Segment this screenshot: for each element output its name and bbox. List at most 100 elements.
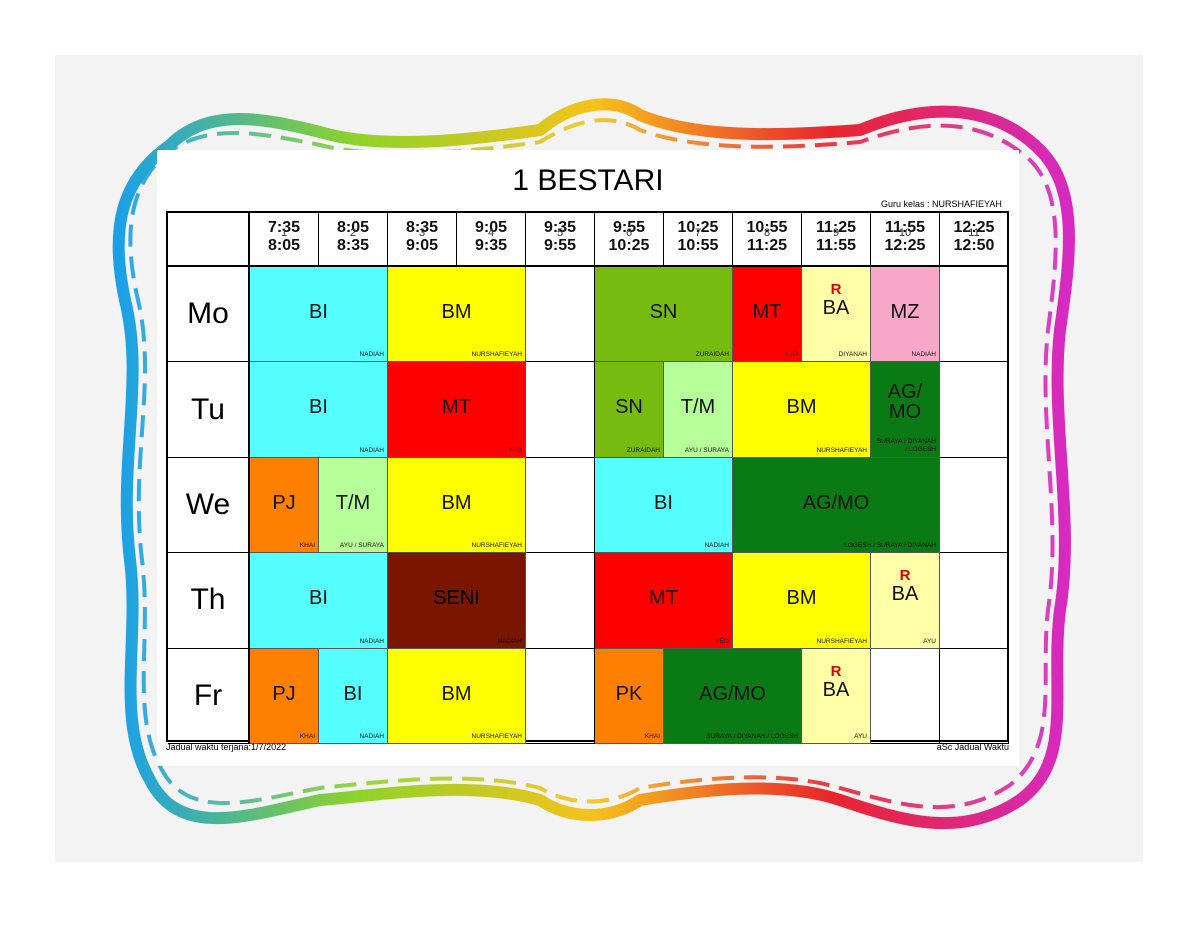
empty-slot: [526, 648, 595, 744]
period-start-time: 8:05: [336, 219, 370, 236]
period-header: 8:05 2 8:35: [319, 213, 388, 265]
lesson-subject: BM: [441, 491, 472, 514]
period-header: 7:35 1 8:05: [250, 213, 319, 265]
lesson-block[interactable]: R BA AYU: [871, 553, 940, 649]
period-header: 11:25 9 11:55: [802, 213, 871, 265]
period-number: 7: [694, 227, 702, 239]
lesson-block[interactable]: AG/ MO SURAYA / DIYANAH / LOGESH: [871, 362, 940, 458]
lesson-block[interactable]: T/M AYU / SURAYA: [319, 457, 388, 554]
lesson-block[interactable]: BM NURSHAFIEYAH: [733, 362, 871, 458]
lesson-block[interactable]: AG/MO SURAYA / DIYANAH / LOGESH: [664, 648, 802, 744]
lesson-subject: BA: [822, 297, 850, 319]
lesson-teacher: LOGESH / SURAYA / DIYANAH: [844, 542, 936, 550]
r-marker: R: [830, 662, 842, 680]
lesson-teacher: KHAI: [644, 732, 660, 740]
lesson-teacher: KHAI: [299, 732, 315, 740]
period-header: 9:05 4 9:35: [457, 213, 526, 265]
lesson-subject: BA: [822, 678, 850, 701]
lesson-subject: MT: [442, 396, 471, 419]
lesson-block[interactable]: T/M AYU / SURAYA: [664, 362, 733, 458]
lesson-subject: MT: [649, 587, 678, 610]
empty-slot: [940, 457, 1009, 554]
lesson-teacher: NADIAH: [704, 542, 729, 550]
period-header: 9:55 6 10:25: [595, 213, 664, 265]
empty-slot: [526, 362, 595, 458]
lesson-teacher: SURAYA / DIYANAH / LOGESH: [706, 732, 798, 740]
lesson-teacher: NADIAH: [359, 446, 384, 454]
period-end-time: 12:50: [953, 237, 995, 254]
lesson-block[interactable]: SENI NADIAH: [388, 553, 526, 649]
period-number: 6: [625, 227, 633, 239]
lesson-teacher: NADIAH: [911, 351, 936, 359]
period-end-time: 9:35: [474, 237, 508, 254]
empty-slot: [871, 648, 940, 744]
lesson-subject: T/M: [680, 396, 716, 419]
period-start-time: 9:05: [474, 219, 508, 236]
lesson-teacher: NADIAH: [359, 351, 384, 359]
generated-date: Jadual waktu terjana:1/7/2022: [166, 742, 287, 752]
period-number: 11: [968, 227, 980, 239]
lesson-block[interactable]: BM NURSHAFIEYAH: [733, 553, 871, 649]
lesson-block[interactable]: SN ZURAIDAH: [595, 267, 733, 363]
timetable-sheet: 1 BESTARI Guru kelas : NURSHAFIEYAH 7:35…: [157, 150, 1019, 766]
period-start-time: 9:55: [612, 219, 646, 236]
header-corner: [168, 213, 250, 265]
empty-slot: [940, 267, 1009, 363]
lesson-subject: AG/ MO: [887, 381, 923, 424]
empty-slot: [526, 457, 595, 554]
lesson-teacher: AYU: [854, 732, 867, 740]
period-end-time: 11:55: [815, 237, 857, 254]
lesson-block[interactable]: R BA DIYANAH: [802, 267, 871, 363]
period-start-time: 11:55: [884, 219, 926, 236]
empty-slot: [940, 553, 1009, 649]
lesson-block[interactable]: SN ZURAIDAH: [595, 362, 664, 458]
lesson-subject: MT: [752, 301, 782, 323]
lesson-block[interactable]: PJ KHAI: [250, 648, 319, 744]
lesson-subject: BI: [309, 587, 328, 610]
lesson-block[interactable]: BI NADIAH: [250, 267, 388, 363]
period-start-time: 10:55: [746, 219, 788, 236]
lesson-subject: SENI: [433, 587, 480, 610]
period-end-time: 10:25: [608, 237, 650, 254]
generator-credit: aSc Jadual Waktu: [936, 742, 1009, 752]
lesson-block[interactable]: BM NURSHAFIEYAH: [388, 648, 526, 744]
lesson-block[interactable]: BI NADIAH: [250, 362, 388, 458]
lesson-block[interactable]: R BA AYU: [802, 648, 871, 744]
lesson-block[interactable]: PJ KHAI: [250, 457, 319, 554]
period-header: 10:25 7 10:55: [664, 213, 733, 265]
period-number: 2: [349, 227, 357, 239]
lesson-block[interactable]: MZ NADIAH: [871, 267, 940, 363]
period-number: 3: [418, 227, 426, 239]
lesson-subject: AG/MO: [802, 491, 870, 514]
lesson-subject: BI: [309, 301, 328, 323]
lesson-subject: BM: [786, 587, 817, 610]
period-end-time: 10:55: [677, 237, 719, 254]
lesson-block[interactable]: MT YEO: [388, 362, 526, 458]
lesson-subject: BM: [441, 301, 472, 323]
lesson-block[interactable]: MT YEO: [733, 267, 802, 363]
lesson-block[interactable]: PK KHAI: [595, 648, 664, 744]
period-start-time: 9:35: [543, 219, 577, 236]
period-header: 11:55 10 12:25: [871, 213, 940, 265]
period-header: 9:35 5 9:55: [526, 213, 595, 265]
lesson-teacher: ZURAIDAH: [626, 446, 660, 454]
lesson-teacher: YEO: [715, 637, 729, 645]
lesson-teacher: NADIAH: [359, 637, 384, 645]
lesson-subject: BA: [891, 583, 919, 606]
lesson-block[interactable]: AG/MO LOGESH / SURAYA / DIYANAH: [733, 457, 940, 554]
lesson-subject: AG/MO: [699, 682, 766, 705]
lesson-block[interactable]: BM NURSHAFIEYAH: [388, 457, 526, 554]
lesson-teacher: AYU: [923, 637, 936, 645]
period-number: 9: [832, 227, 840, 239]
lesson-block[interactable]: BI NADIAH: [250, 553, 388, 649]
lesson-block[interactable]: MT YEO: [595, 553, 733, 649]
lesson-block[interactable]: BM NURSHAFIEYAH: [388, 267, 526, 363]
lesson-teacher: AYU / SURAYA: [339, 542, 384, 550]
lesson-block[interactable]: BI NADIAH: [319, 648, 388, 744]
period-start-time: 12:25: [953, 219, 995, 236]
lesson-block[interactable]: BI NADIAH: [595, 457, 733, 554]
period-end-time: 8:35: [336, 237, 370, 254]
period-header: 8:35 3 9:05: [388, 213, 457, 265]
lesson-subject: SN: [649, 301, 678, 323]
